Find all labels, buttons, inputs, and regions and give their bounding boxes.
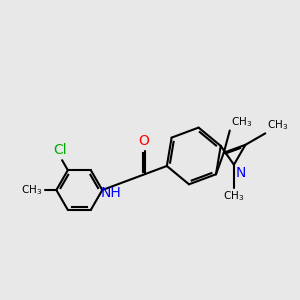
Text: CH$_3$: CH$_3$ bbox=[231, 115, 252, 129]
Text: N: N bbox=[236, 166, 246, 180]
Text: CH$_3$: CH$_3$ bbox=[223, 189, 244, 203]
Text: Cl: Cl bbox=[53, 143, 67, 157]
Text: CH$_3$: CH$_3$ bbox=[21, 183, 42, 197]
Text: NH: NH bbox=[101, 186, 122, 200]
Text: CH$_3$: CH$_3$ bbox=[267, 118, 288, 132]
Text: O: O bbox=[138, 134, 149, 148]
